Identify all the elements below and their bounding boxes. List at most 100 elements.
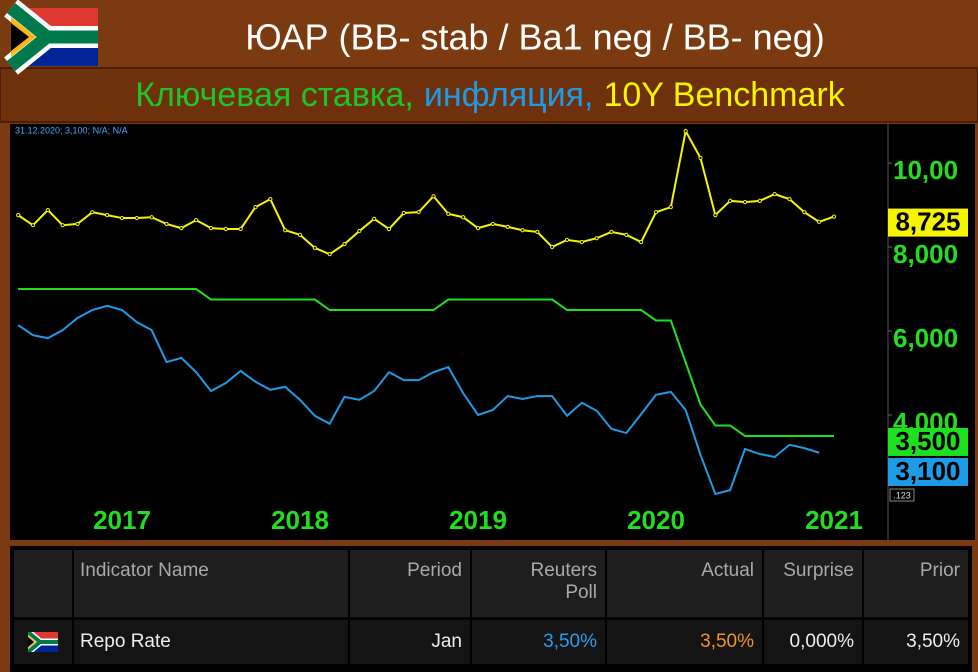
x-tick-label: 2019 xyxy=(449,505,507,535)
marker xyxy=(194,218,199,223)
marker xyxy=(817,219,822,224)
marker xyxy=(802,210,807,215)
row-cell-text: Jan xyxy=(431,631,462,652)
x-tick-label: 2018 xyxy=(271,505,329,535)
marker xyxy=(223,226,228,232)
marker xyxy=(238,226,243,232)
marker xyxy=(327,252,332,257)
marker xyxy=(149,215,154,220)
marker xyxy=(624,232,629,237)
marker xyxy=(653,210,659,215)
marker xyxy=(75,221,80,227)
header-cell-text: Indicator Name xyxy=(80,560,209,581)
scale-button-label[interactable]: .123 xyxy=(893,490,911,500)
row-cell-text: 0,000% xyxy=(789,631,854,652)
line xyxy=(17,128,835,256)
marker xyxy=(742,199,748,205)
marker xyxy=(45,207,50,213)
marker xyxy=(683,129,688,134)
row-cell: Jan xyxy=(350,620,470,664)
y-tick-label: 8,000 xyxy=(893,239,958,269)
subtitle-band xyxy=(0,67,978,123)
flag xyxy=(4,0,98,75)
header-cell-text: Prior xyxy=(919,560,960,581)
marker xyxy=(564,237,570,242)
row-cell: 3,50% xyxy=(864,620,968,664)
marker xyxy=(505,224,510,229)
last-value-label: 3,500 xyxy=(895,426,960,456)
row-cell: 3,50% xyxy=(607,620,762,664)
row-cell-text: 3,50% xyxy=(700,631,754,652)
marker xyxy=(668,205,673,210)
header-cell-text: Period xyxy=(407,560,462,581)
subtitle-part: 10Y Benchmark xyxy=(603,76,845,114)
marker xyxy=(535,229,540,235)
marker xyxy=(757,198,762,203)
last-value-label: 3,100 xyxy=(895,456,960,486)
line xyxy=(17,304,820,496)
flag-cell xyxy=(14,620,72,664)
row-cell-text: 3,50% xyxy=(906,631,960,652)
header-cell-text: Surprise xyxy=(783,560,854,581)
last-value-label: 8,725 xyxy=(895,206,960,236)
marker xyxy=(105,213,110,218)
last-value-badge xyxy=(888,208,968,237)
marker xyxy=(60,223,65,228)
marker xyxy=(134,215,139,221)
marker xyxy=(342,241,347,247)
subtitle-part: инфляция, xyxy=(424,76,594,114)
last-value-badge xyxy=(888,427,968,456)
row-cell: Repo Rate xyxy=(74,620,348,664)
x-tick-label: 2020 xyxy=(627,505,685,535)
marker xyxy=(490,221,495,227)
plot xyxy=(16,128,837,496)
marker xyxy=(164,221,169,227)
marker xyxy=(372,216,377,221)
header-cell: Surprise xyxy=(764,550,862,617)
row-cell: 3,50% xyxy=(472,620,605,664)
marker xyxy=(357,228,362,234)
marker xyxy=(401,210,406,216)
marker xyxy=(16,213,21,218)
marker xyxy=(90,210,95,215)
marker xyxy=(831,214,837,219)
last-value-badge xyxy=(888,457,968,486)
marker xyxy=(386,226,392,232)
y-tick-label: 6,000 xyxy=(893,323,958,353)
marker xyxy=(446,211,451,216)
marker xyxy=(312,245,317,250)
marker xyxy=(297,232,303,237)
marker xyxy=(550,244,555,250)
marker xyxy=(475,226,481,231)
x-tick-label: 2021 xyxy=(805,505,863,535)
header-cell: Reuters Poll xyxy=(472,550,605,617)
header-cell-text: Reuters Poll xyxy=(530,560,597,603)
header-cell: Actual xyxy=(607,550,762,617)
marker xyxy=(416,210,421,215)
plot-area xyxy=(10,124,975,540)
header-cell-text: Actual xyxy=(701,560,754,581)
line xyxy=(18,288,834,437)
chart: ЮАР (BB- stab / Ba1 neg / BB- neg) Ключе… xyxy=(0,0,978,540)
x-tick-label: 2017 xyxy=(93,505,151,535)
title: ЮАР (BB- stab / Ba1 neg / BB- neg) xyxy=(245,17,824,58)
scale-button[interactable] xyxy=(889,488,915,502)
header-cell xyxy=(14,550,72,617)
marker xyxy=(609,229,614,235)
marker xyxy=(253,205,258,210)
row-cell: 0,000% xyxy=(764,620,862,664)
row-cell-text: 3,50% xyxy=(543,631,597,652)
table: Indicator Name Period Reuters Poll Actual Su… xyxy=(10,546,972,672)
marker xyxy=(698,155,703,161)
marker xyxy=(594,236,599,241)
marker xyxy=(283,228,288,233)
marker xyxy=(579,239,584,245)
header-cell: Indicator Name xyxy=(74,550,348,617)
subtitle-part: Ключевая ставка, xyxy=(135,76,414,114)
marker xyxy=(208,226,214,231)
marker xyxy=(520,228,525,233)
header-cell: Period xyxy=(350,550,470,617)
annotation: 31.12.2020; 3,100; N/A; N/A xyxy=(15,125,128,135)
row-cell-text: Repo Rate xyxy=(80,631,171,652)
